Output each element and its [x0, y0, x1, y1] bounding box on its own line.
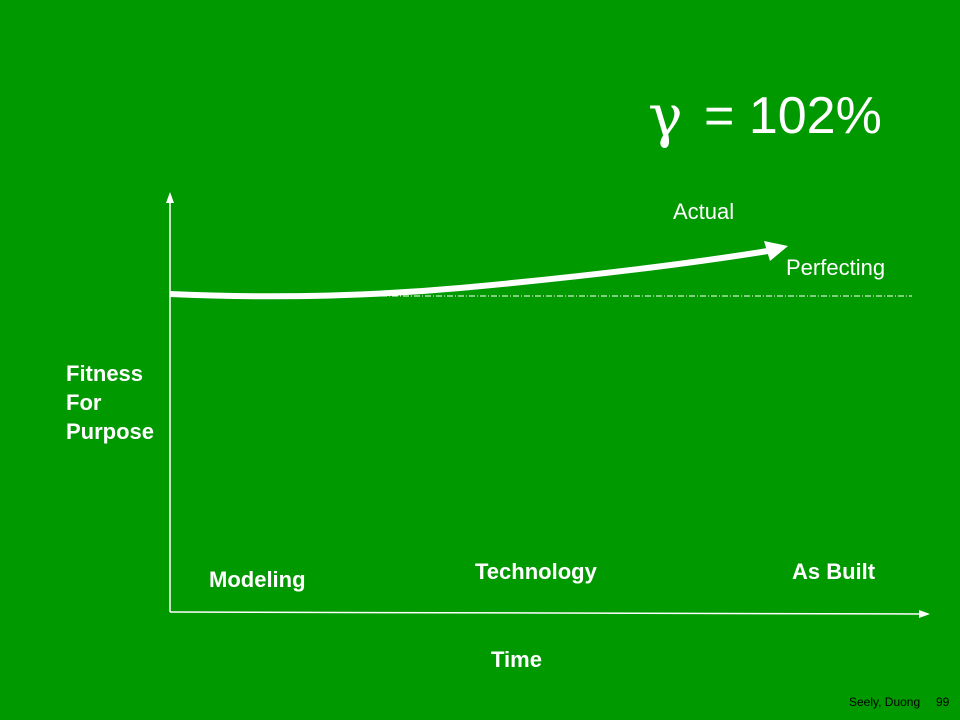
gamma-symbol: γ — [648, 82, 683, 150]
phase-modeling: Modeling — [209, 567, 306, 592]
y-label-line: Purpose — [66, 419, 155, 444]
x-axis-arrowhead — [919, 610, 930, 618]
x-axis — [169, 611, 921, 615]
phase-technology: Technology — [475, 559, 597, 584]
perfecting-label: Perfecting — [786, 255, 886, 280]
actual-label: Actual — [673, 199, 735, 224]
y-axis-arrowhead — [166, 192, 174, 203]
footer-author: Seely, Duong — [849, 695, 921, 709]
gamma-value: = 102% — [704, 87, 882, 145]
actual-curve — [169, 248, 769, 300]
y-label-line: For — [66, 390, 102, 415]
y-axis-label: Fitness For Purpose — [66, 359, 154, 446]
x-axis-label: Time — [491, 647, 542, 672]
phase-as-built: As Built — [792, 559, 876, 584]
page-number: 99 — [936, 695, 950, 709]
actual-curve-arrowhead — [764, 241, 788, 261]
y-label-line: Fitness — [66, 361, 144, 386]
